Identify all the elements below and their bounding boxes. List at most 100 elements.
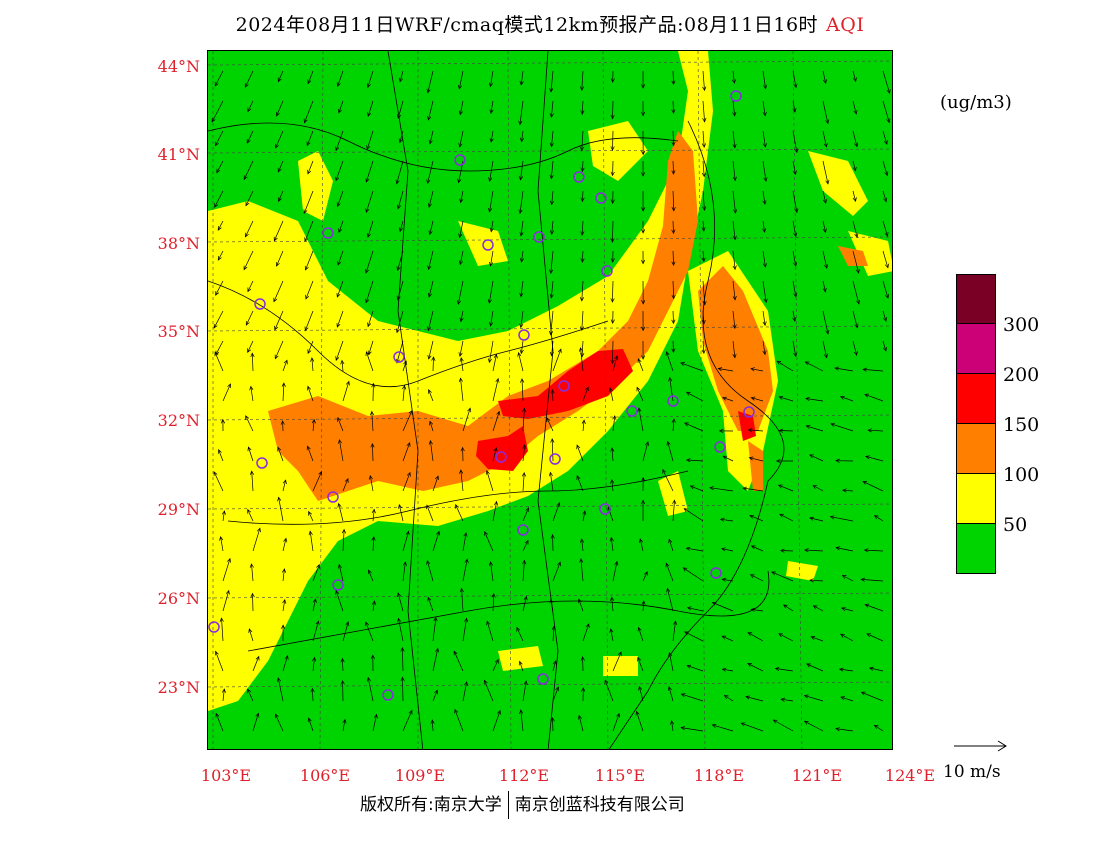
latitude-label: 32°N: [157, 411, 200, 430]
wind-vector-head: [367, 322, 372, 328]
wind-vector-head: [610, 238, 615, 243]
wind-vector-head: [686, 606, 692, 611]
wind-vector-head: [519, 292, 524, 298]
wind-vector: [792, 220, 797, 237]
wind-vector-head: [557, 561, 561, 567]
wind-vector-head: [822, 199, 827, 204]
wind-vector-head: [467, 407, 472, 413]
wind-vector: [222, 558, 231, 582]
wind-vector: [882, 280, 889, 299]
wind-vector: [339, 439, 344, 462]
wind-vector-head: [581, 687, 586, 692]
wind-vector: [428, 389, 434, 402]
wind-vector: [552, 660, 557, 672]
wind-vector-head: [812, 485, 818, 490]
wind-vector: [773, 719, 794, 732]
wind-vector: [864, 604, 884, 612]
wind-vector-head: [221, 688, 226, 693]
wind-vector-head: [275, 111, 280, 117]
wind-vector-head: [274, 713, 279, 719]
wind-vector: [722, 578, 734, 582]
wind-vector: [611, 479, 614, 492]
latitude-label: 23°N: [157, 678, 200, 697]
wind-vector-head: [525, 507, 530, 512]
wind-vector: [721, 548, 734, 552]
wind-vector-head: [493, 447, 498, 452]
wind-vector: [366, 130, 374, 150]
aqi-map: [207, 50, 893, 750]
wind-vector-head: [749, 574, 755, 579]
wind-vector-head: [523, 680, 528, 686]
wind-vector-head: [610, 258, 615, 263]
wind-vector: [522, 560, 525, 582]
wind-vector: [489, 160, 494, 182]
wind-vector-head: [732, 295, 737, 301]
wind-vector-head: [368, 474, 373, 480]
wind-vector: [666, 351, 674, 372]
wind-vector-head: [274, 325, 279, 331]
wind-vector-head: [213, 471, 218, 476]
wind-vector: [882, 100, 890, 123]
wind-vector: [220, 536, 224, 552]
wind-vector-head: [608, 387, 613, 392]
wind-reference-label: 10 m/s: [943, 762, 1001, 782]
wind-vector-head: [337, 260, 342, 266]
wind-vector: [840, 633, 854, 642]
wind-vector-head: [435, 647, 440, 653]
wind-vector-head: [398, 77, 403, 83]
wind-vector: [522, 681, 527, 702]
wind-vector-head: [215, 712, 220, 718]
wind-vector: [486, 470, 494, 492]
wind-vector-head: [666, 440, 671, 446]
wind-vector: [762, 190, 766, 205]
wind-vector: [519, 100, 524, 125]
wind-vector-head: [402, 384, 407, 390]
wind-vector: [778, 484, 794, 492]
wind-vector: [244, 70, 254, 88]
wind-vector: [842, 575, 854, 582]
wind-vector-head: [458, 233, 463, 239]
wind-vector: [453, 651, 464, 672]
wind-vector: [552, 502, 560, 522]
wind-vector: [222, 383, 231, 402]
wind-vector-head: [246, 139, 251, 144]
wind-vector: [521, 378, 524, 402]
wind-vector-head: [721, 635, 727, 640]
wind-vector-head: [397, 204, 401, 210]
wind-vector-head: [549, 174, 554, 180]
wind-vector: [492, 710, 501, 732]
wind-vector: [216, 160, 224, 173]
wind-vector-head: [579, 326, 585, 331]
wind-vector: [215, 651, 224, 672]
wind-vector-head: [337, 439, 342, 444]
wind-vector: [762, 340, 766, 355]
wind-vector: [312, 657, 315, 672]
wind-vector-head: [428, 139, 433, 145]
wind-vector: [792, 100, 796, 112]
wind-vector: [836, 547, 854, 552]
wind-vector: [304, 310, 314, 331]
wind-vector-head: [371, 508, 376, 514]
aqi-colorbar: [956, 274, 996, 574]
wind-vector: [550, 472, 554, 492]
wind-vector-head: [762, 143, 767, 148]
wind-vector-head: [549, 87, 554, 93]
wind-vector: [402, 410, 413, 432]
wind-vector: [778, 633, 794, 642]
wind-vector: [612, 340, 614, 364]
wind-vector: [672, 190, 675, 211]
wind-vector: [214, 70, 224, 87]
wind-vector-head: [581, 419, 586, 425]
wind-vector: [372, 509, 375, 522]
wind-vector: [243, 250, 254, 270]
wind-vector: [830, 516, 854, 522]
wind-vector: [581, 100, 584, 115]
wind-vector-head: [551, 625, 556, 631]
wind-vector-head: [519, 137, 525, 143]
wind-vector: [273, 280, 284, 302]
wind-vector: [672, 280, 675, 299]
wind-vector: [578, 599, 584, 612]
wind-vector-head: [517, 352, 522, 357]
wind-vector-head: [834, 366, 839, 371]
wind-vector-head: [496, 410, 501, 416]
